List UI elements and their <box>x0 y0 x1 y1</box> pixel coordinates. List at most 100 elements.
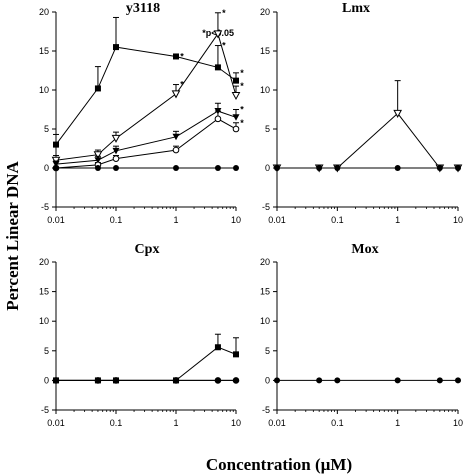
y-tick-label: 0 <box>44 375 49 385</box>
data-point-square <box>233 351 239 358</box>
x-tick-label: 1 <box>395 418 400 428</box>
chart-title: Mox <box>351 242 378 257</box>
chart-panel-lmx: Lmx -5 0 5 10 15 20 0.01 0.1 1 10 <box>260 1 463 225</box>
chart-panel-cpx: Cpx -5 0 5 10 15 20 0.01 0.1 1 10 <box>39 242 241 428</box>
data-point-circle <box>316 165 323 171</box>
data-point-circle <box>214 115 222 123</box>
chart-title: Lmx <box>342 1 370 16</box>
y-tick-label: -5 <box>41 405 49 415</box>
data-point-triangle <box>171 90 181 99</box>
y-tick-label: 10 <box>260 316 270 326</box>
data-point-circle <box>394 165 401 171</box>
data-point-circle <box>173 165 179 171</box>
y-tick-label: 15 <box>260 287 270 297</box>
data-point-circle <box>53 165 59 171</box>
x-tick-label: 10 <box>453 418 463 428</box>
data-point-square <box>94 85 101 92</box>
x-axis-label: Concentration (µM) <box>206 455 352 474</box>
y-tick-label: 5 <box>265 346 270 356</box>
data-point-triangle <box>51 156 61 165</box>
x-tick-label: 0.1 <box>331 418 344 428</box>
data-point-triangle <box>393 109 403 118</box>
significance-star: * <box>222 41 226 51</box>
significance-star: * <box>240 105 244 115</box>
x-tick-label: 0.01 <box>47 418 65 428</box>
series-line <box>55 32 237 161</box>
data-point-circle <box>172 146 180 154</box>
data-point-circle <box>214 377 221 384</box>
chart-title: y3118 <box>126 1 160 16</box>
y-tick-label: 10 <box>260 85 270 95</box>
significance-star: * <box>240 81 244 91</box>
data-point-square <box>113 44 119 51</box>
significance-star: * <box>222 8 226 18</box>
y-tick-label: 0 <box>265 375 270 385</box>
significance-star: * <box>240 68 244 78</box>
significance-star: * <box>180 80 184 90</box>
x-tick-label: 0.1 <box>110 215 123 225</box>
data-point-circle <box>232 125 240 133</box>
data-point-triangle <box>231 91 241 101</box>
y-axis-label: Percent Linear DNA <box>3 161 22 311</box>
x-tick-label: 0.01 <box>47 215 65 225</box>
data-point-triangle <box>232 114 240 121</box>
series-line <box>55 118 237 169</box>
series-line <box>277 112 458 169</box>
data-point-triangle <box>111 134 121 143</box>
significance-star: * <box>180 51 184 61</box>
x-tick-label: 10 <box>231 215 241 225</box>
y-tick-label: 15 <box>39 46 49 56</box>
y-tick-label: -5 <box>262 202 270 212</box>
y-tick-label: 0 <box>44 163 49 173</box>
y-tick-label: 5 <box>44 346 49 356</box>
data-point-square <box>233 77 239 84</box>
x-tick-label: 0.1 <box>331 215 344 225</box>
data-point-circle <box>112 155 120 162</box>
y-tick-label: 10 <box>39 85 49 95</box>
chart-panel-mox: Mox -5 0 5 10 15 20 0.01 0.1 1 10 <box>260 242 463 428</box>
data-point-circle <box>214 165 221 171</box>
y-tick-label: 5 <box>44 124 49 134</box>
data-point-circle <box>316 377 323 384</box>
data-point-triangle <box>93 151 103 160</box>
data-point-square <box>173 53 179 60</box>
x-tick-label: 10 <box>231 418 241 428</box>
x-tick-label: 1 <box>173 215 178 225</box>
data-point-circle <box>455 377 461 384</box>
x-tick-label: 1 <box>395 215 400 225</box>
data-point-square <box>214 64 221 71</box>
data-point-circle <box>334 165 341 171</box>
x-tick-label: 1 <box>173 418 178 428</box>
y-tick-label: 15 <box>260 46 270 56</box>
series-line <box>55 110 237 165</box>
y-tick-label: 20 <box>260 7 270 17</box>
data-point-triangle <box>112 147 120 155</box>
x-tick-label: 0.01 <box>268 215 286 225</box>
data-point-circle <box>436 165 443 171</box>
data-point-circle <box>113 165 119 171</box>
data-point-circle <box>274 377 280 384</box>
data-point-triangle <box>94 157 102 164</box>
data-point-square <box>53 141 59 148</box>
chart-title: Cpx <box>135 242 160 257</box>
data-point-circle <box>455 165 461 171</box>
data-point-circle <box>394 377 401 384</box>
y-tick-label: 5 <box>265 124 270 134</box>
x-tick-label: 0.1 <box>110 418 123 428</box>
data-point-triangle <box>52 161 60 168</box>
data-point-circle <box>53 377 59 384</box>
x-tick-label: 10 <box>453 215 463 225</box>
data-point-circle <box>173 377 179 384</box>
data-point-circle <box>94 377 101 384</box>
series-line <box>55 46 237 145</box>
y-tick-label: 10 <box>39 316 49 326</box>
y-tick-label: 15 <box>39 287 49 297</box>
data-point-circle <box>334 377 341 384</box>
significance-star: * <box>240 118 244 128</box>
y-tick-label: -5 <box>41 202 49 212</box>
data-point-circle <box>113 377 119 384</box>
data-point-triangle <box>172 133 180 141</box>
y-tick-label: 0 <box>265 163 270 173</box>
